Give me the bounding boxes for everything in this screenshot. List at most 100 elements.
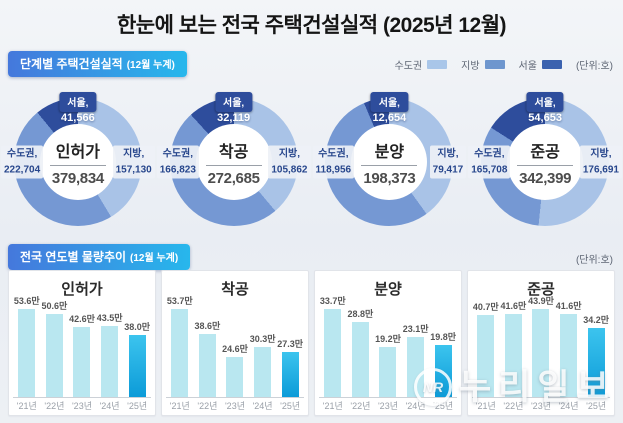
stage-section-badge: 단계별 주택건설실적 (12월 누계) — [8, 51, 187, 77]
x-axis-labels: '21년 '22년 '23년 '24년 '25년 — [166, 399, 304, 412]
bar-value-label: 43.5만 — [96, 313, 123, 323]
bar-group-'25년: 19.8만 — [430, 330, 456, 397]
donut-center-divider — [361, 164, 418, 166]
bar — [281, 352, 299, 397]
stage-unit-note: (단위:호) — [575, 61, 613, 72]
x-axis-label: '24년 — [99, 401, 120, 411]
bar-value-label: 42.6만 — [69, 314, 95, 324]
province-label: 지방, 105,862 — [268, 145, 311, 179]
bar-chart-인허가: 인허가 53.6만 50.6만 42.6만 43.5만 38.0만 '21년 '22년 '23년… — [8, 270, 156, 416]
bar-value-label: 53.7만 — [166, 296, 193, 306]
bar — [198, 334, 216, 397]
bar-value-label: 24.6만 — [222, 344, 248, 354]
x-axis-label: '21년 — [16, 401, 37, 411]
capital-name: 수도권, — [6, 148, 38, 160]
bar-group-'25년: 38.0만 — [124, 320, 150, 397]
seoul-value: 54,653 — [528, 112, 562, 124]
bar-value-label: 19.8만 — [430, 332, 457, 342]
bar-group-'24년: 30.3만 — [250, 332, 275, 397]
stage-section-header: 단계별 주택건설실적 (12월 누계) — [8, 51, 187, 77]
donut-title: 준공 — [530, 143, 560, 161]
capital-label: 수도권, 118,956 — [312, 145, 355, 179]
seoul-value: 12,654 — [372, 112, 407, 124]
bar — [477, 315, 495, 397]
donut-center: 착공 272,685 — [195, 124, 272, 200]
seoul-label: 서울, — [526, 92, 564, 112]
province-name: 지방, — [437, 148, 459, 160]
bar-value-label: 38.0만 — [124, 322, 151, 332]
province-label: 지방, 157,130 — [112, 145, 155, 179]
bar — [101, 326, 119, 397]
region-legend: 수도권 지방 서울 (단위:호) — [395, 57, 613, 72]
x-axis-label: '21년 — [322, 401, 343, 411]
donut-title: 분양 — [374, 143, 405, 161]
capital-name: 수도권, — [318, 148, 349, 160]
bar — [45, 314, 63, 397]
donut-total-value: 379,834 — [51, 169, 104, 187]
legend-items: 수도권 지방 서울 — [395, 57, 562, 72]
x-axis-label: '23년 — [377, 401, 398, 411]
bar — [324, 309, 342, 397]
legend-swatch — [427, 60, 448, 69]
donut-row: 인허가 379,834 서울, 41,566 수도권, 222,704 지방, 157,130… — [0, 84, 623, 240]
bar — [587, 328, 605, 397]
x-axis-label: '22년 — [350, 401, 371, 411]
x-axis-label: '24년 — [252, 401, 273, 411]
bars-area: 40.7만 41.6만 43.9만 41.6만 34.2만 — [472, 296, 610, 398]
page-title: 한눈에 보는 전국 주택건설실적 (2025년 12월) — [116, 14, 507, 37]
bar-value-label: 53.6만 — [13, 296, 40, 306]
trend-badge-label: 전국 연도별 물량추이 — [20, 250, 127, 264]
bar-group-'22년: 38.6만 — [195, 319, 220, 397]
capital-label: 수도권, 222,704 — [1, 145, 44, 179]
province-label: 지방, 176,691 — [579, 145, 622, 179]
x-axis-label: '23년 — [224, 401, 245, 411]
legend-swatch — [541, 60, 562, 69]
bar-value-label: 41.6만 — [555, 301, 582, 311]
province-name: 지방, — [278, 148, 301, 160]
bar-value-label: 27.3만 — [277, 339, 304, 349]
bar-group-'23년: 19.2만 — [375, 332, 401, 397]
bar — [532, 309, 550, 397]
bar-group-'23년: 43.9만 — [528, 294, 554, 397]
trend-badge-subnote: (12월 누계) — [130, 253, 179, 264]
bar — [407, 337, 425, 397]
donut-chart-준공: 준공 342,399 서울, 54,653 수도권, 165,708 지방, 176,691 — [467, 84, 623, 240]
bar — [171, 309, 189, 397]
bars-area: 33.7만 28.8만 19.2만 23.1만 19.8만 — [319, 296, 457, 398]
legend-label: 서울 — [518, 61, 537, 72]
x-axis-labels: '21년 '22년 '23년 '24년 '25년 — [472, 399, 610, 412]
stage-badge-subnote: (12월 누계) — [126, 60, 175, 71]
seoul-value: 41,566 — [61, 112, 95, 124]
x-axis-label: '22년 — [44, 401, 65, 411]
bars-area: 53.7만 38.6만 24.6만 30.3만 27.3만 — [166, 296, 304, 398]
capital-value: 165,708 — [471, 164, 508, 175]
bar-chart-title: 분양 — [374, 281, 402, 298]
bar-group-'24년: 41.6만 — [556, 299, 581, 397]
province-value: 176,691 — [582, 164, 619, 175]
bar — [128, 335, 146, 397]
x-axis-label: '21년 — [169, 401, 190, 411]
donut-center-divider — [49, 164, 106, 166]
donut-total-value: 272,685 — [207, 169, 260, 187]
capital-label: 수도권, 166,823 — [156, 145, 199, 179]
stage-badge-label: 단계별 주택건설실적 — [20, 57, 123, 71]
province-name: 지방, — [123, 148, 145, 160]
bar-value-label: 38.6만 — [194, 321, 221, 331]
bar-value-label: 40.7만 — [472, 302, 499, 312]
donut-total-value: 342,399 — [519, 169, 572, 187]
bar-group-'24년: 23.1만 — [403, 322, 428, 397]
bar — [254, 347, 272, 397]
donut-center-divider — [517, 164, 574, 166]
seoul-label: 서울, — [215, 92, 253, 112]
donut-total-value: 198,373 — [363, 169, 416, 187]
bar-group-'25년: 34.2만 — [583, 313, 609, 397]
x-axis-label: '25년 — [586, 401, 607, 411]
bar-value-label: 33.7만 — [319, 296, 346, 306]
province-value: 157,130 — [115, 164, 152, 175]
bar — [560, 314, 578, 397]
bar-group-'23년: 42.6만 — [69, 312, 95, 397]
bar-group-'21년: 33.7만 — [320, 294, 346, 397]
bar-group-'25년: 27.3만 — [277, 337, 303, 397]
bar-chart-준공: 준공 40.7만 41.6만 43.9만 41.6만 34.2만 '21년 '22년 '23년 '… — [467, 270, 615, 416]
x-axis-label: '21년 — [475, 401, 496, 411]
